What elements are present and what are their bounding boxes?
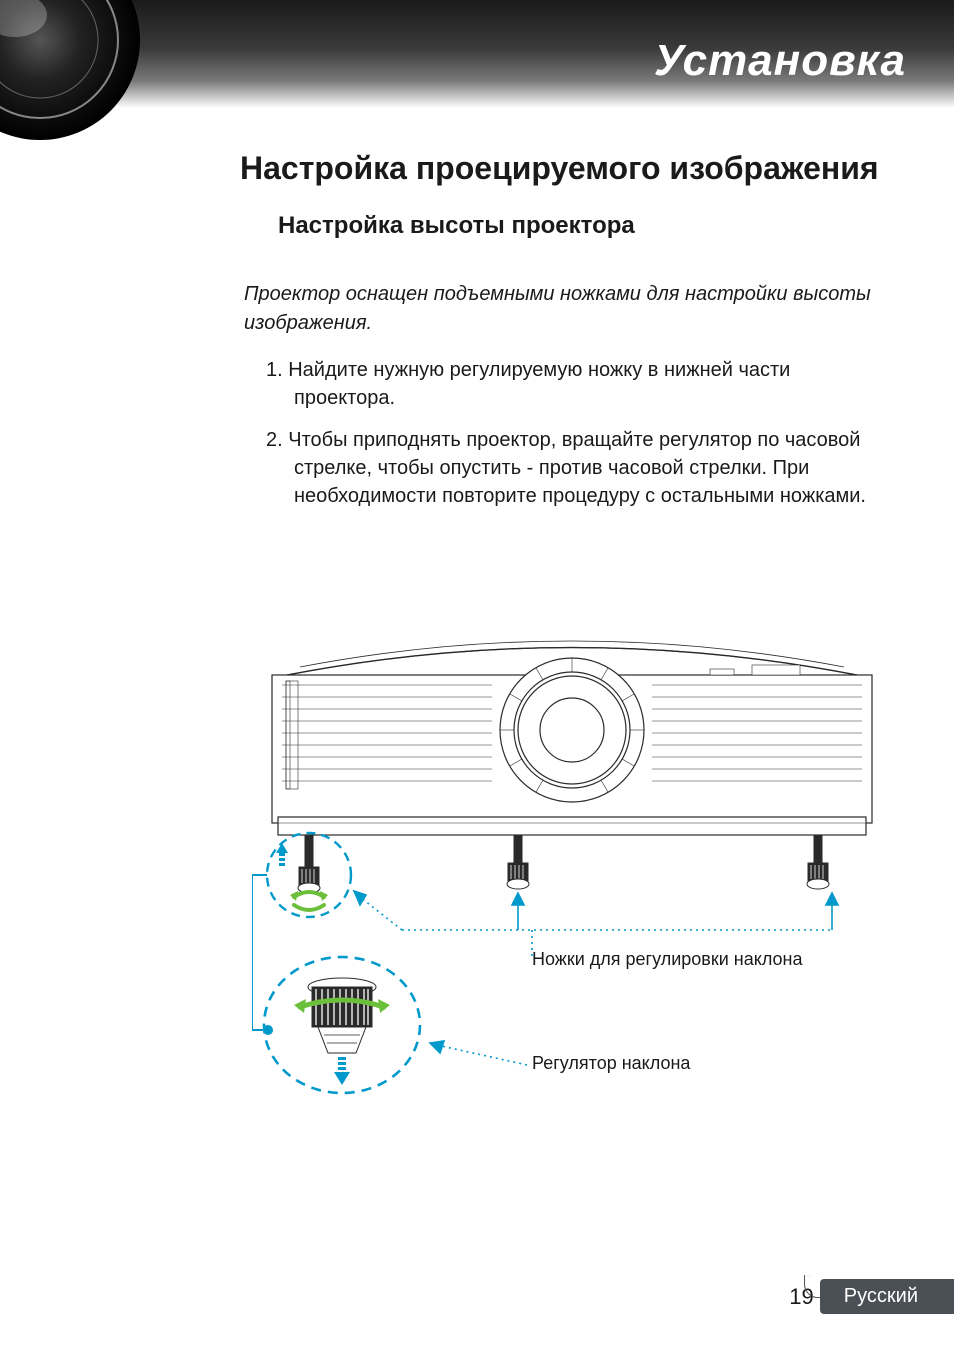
section-heading: Настройка проецируемого изображения: [240, 148, 894, 188]
language-tab: Русский: [820, 1279, 954, 1314]
callout-tilt-ring: Регулятор наклона: [532, 1053, 690, 1074]
projector-diagram: Ножки для регулировки наклона Регулятор …: [252, 625, 892, 1115]
subsection-heading: Настройка высоты проектора: [278, 212, 894, 240]
page-footer: 19 Русский: [789, 1279, 954, 1314]
steps-list: 1. Найдите нужную регулируемую ножку в н…: [266, 356, 894, 510]
callout-tilt-feet: Ножки для регулировки наклона: [532, 949, 803, 970]
lens-decoration-icon: [0, 0, 140, 140]
page-header: Установка: [0, 0, 954, 108]
page-title: Установка: [654, 36, 906, 86]
content-area: Настройка проецируемого изображения Наст…: [0, 108, 954, 510]
list-item: 2. Чтобы приподнять проектор, вращайте р…: [266, 426, 894, 510]
intro-paragraph: Проектор оснащен подъемными ножками для …: [244, 280, 894, 338]
list-item: 1. Найдите нужную регулируемую ножку в н…: [266, 356, 894, 412]
